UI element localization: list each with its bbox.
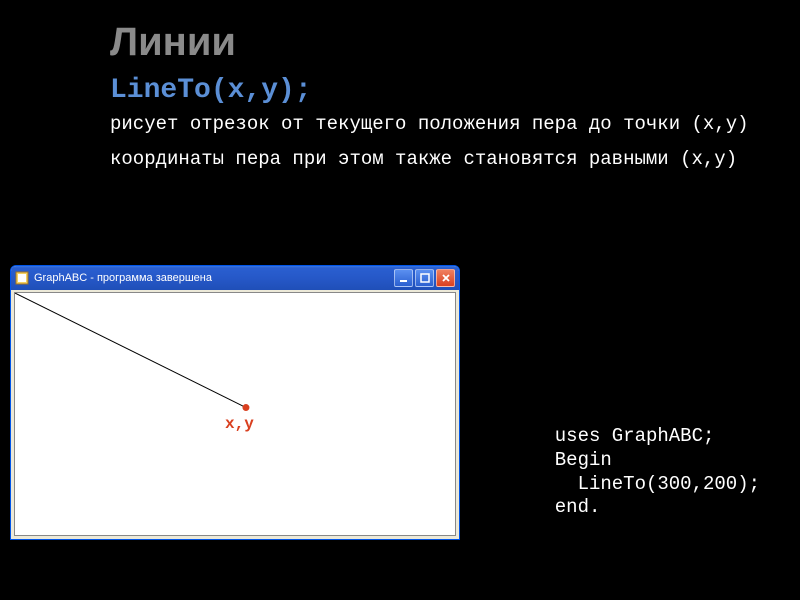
window-buttons bbox=[394, 269, 455, 287]
slide-title: Линии bbox=[110, 20, 770, 65]
close-button[interactable] bbox=[436, 269, 455, 287]
function-name: LineTo(x,y); bbox=[110, 75, 770, 106]
drawn-line bbox=[15, 293, 246, 407]
window-titlebar[interactable]: GraphABC - программа завершена bbox=[11, 266, 459, 290]
graphabc-window: GraphABC - программа завершена x,y bbox=[10, 265, 460, 540]
code-sample: uses GraphABC; Begin LineTo(300,200); en… bbox=[555, 425, 760, 520]
endpoint-dot bbox=[242, 404, 249, 411]
minimize-button[interactable] bbox=[394, 269, 413, 287]
window-title: GraphABC - программа завершена bbox=[34, 272, 394, 284]
maximize-button[interactable] bbox=[415, 269, 434, 287]
description-line-2: координаты пера при этом также становятс… bbox=[110, 147, 770, 172]
app-icon bbox=[15, 271, 29, 285]
drawing-canvas: x,y bbox=[14, 292, 456, 536]
description-line-1: рисует отрезок от текущего положения пер… bbox=[110, 112, 770, 137]
line-drawing bbox=[15, 293, 455, 535]
xy-label: x,y bbox=[225, 415, 254, 433]
